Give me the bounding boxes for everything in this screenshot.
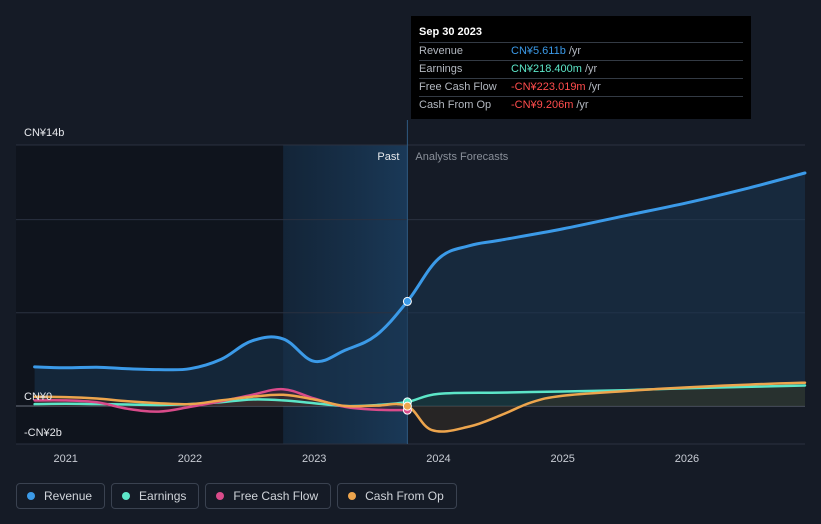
tooltip-label: Revenue (419, 45, 464, 57)
tooltip-row-free-cash-flow: Free Cash Flow -CN¥223.019m /yr (419, 78, 743, 96)
tooltip-value: -CN¥9.206m (511, 99, 574, 111)
line-earnings (33, 384, 807, 408)
area-revenue (34, 173, 806, 406)
tooltip-unit: /yr (576, 99, 589, 111)
tooltip-date: Sep 30 2023 (419, 26, 482, 38)
legend-label: Revenue (44, 489, 93, 503)
past-label: Past (377, 151, 399, 163)
marker-revenue (402, 296, 412, 306)
legend-label: Earnings (139, 489, 187, 503)
tooltip-unit: /yr (584, 63, 598, 75)
legend-dot-icon (27, 492, 35, 500)
tooltip-value: CN¥5.611b (511, 45, 566, 57)
legend-dot-icon (348, 492, 357, 500)
legend-dot-icon (216, 492, 225, 500)
forecast-label: Analysts Forecasts (415, 151, 508, 163)
x-tick-label: 2023 (302, 453, 326, 465)
legend-item-earnings[interactable]: Earnings (111, 483, 200, 509)
area-cash-from-op (34, 382, 806, 432)
x-tick-label: 2026 (675, 453, 699, 465)
line-cash-from-op (33, 381, 807, 433)
tooltip-label: Earnings (419, 63, 463, 75)
hover-tooltip: Sep 30 2023 Revenue CN¥5.611b /yr Earnin… (411, 16, 751, 119)
tooltip-row-revenue: Revenue CN¥5.611b /yr (419, 42, 743, 60)
tooltip-label: Cash From Op (419, 99, 492, 111)
y-tick-label: CN¥14b (24, 127, 64, 139)
marker-cash-from-op (402, 401, 412, 411)
legend-item-cash-from-op[interactable]: Cash From Op (337, 483, 457, 509)
y-tick-label: CN¥0 (24, 391, 52, 403)
legend-dot-icon (122, 492, 131, 500)
tooltip-label: Free Cash Flow (419, 81, 497, 93)
tooltip-value: -CN¥223.019m (511, 81, 586, 93)
x-tick-label: 2025 (550, 453, 574, 465)
y-tick-label: -CN¥2b (24, 427, 62, 439)
area-free-cash-flow (34, 389, 408, 412)
tooltip-unit: /yr (568, 45, 582, 57)
x-tick-label: 2024 (426, 453, 450, 465)
legend-item-revenue[interactable]: Revenue (16, 483, 106, 509)
legend-label: Cash From Op (365, 489, 444, 503)
x-tick-label: 2022 (178, 453, 202, 465)
chart-legend: Revenue Earnings Free Cash Flow Cash Fro… (16, 483, 457, 509)
tooltip-unit: /yr (588, 81, 601, 93)
x-tick-label: 2021 (53, 453, 77, 465)
line-revenue (33, 171, 807, 372)
tooltip-row-cash-from-op: Cash From Op -CN¥9.206m /yr (419, 96, 743, 114)
legend-label: Free Cash Flow (233, 489, 319, 503)
tooltip-row-earnings: Earnings CN¥218.400m /yr (419, 60, 743, 78)
legend-item-free-cash-flow[interactable]: Free Cash Flow (205, 483, 332, 509)
tooltip-value: CN¥218.400m (511, 63, 582, 75)
